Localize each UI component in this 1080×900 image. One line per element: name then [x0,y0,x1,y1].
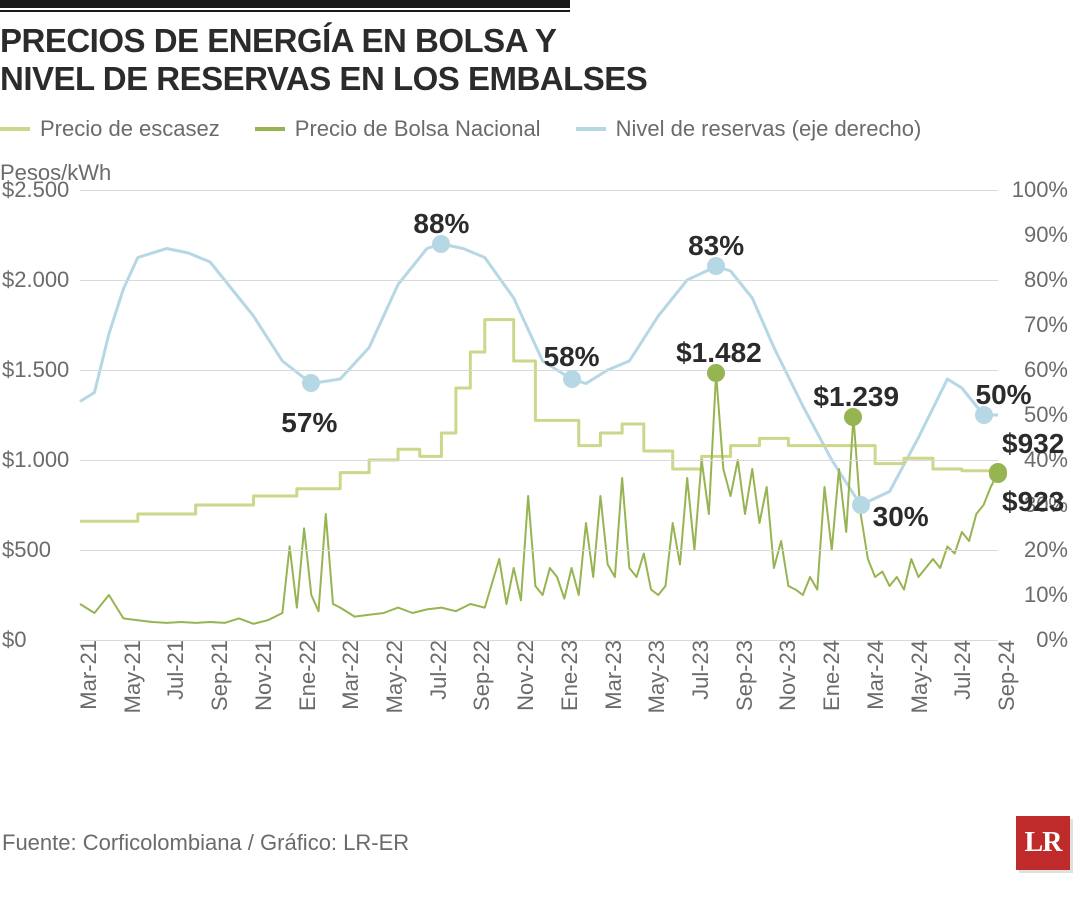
xtick: Mar-23 [601,640,609,710]
ytick-right: 10% [1006,582,1068,608]
ytick-right: 80% [1006,267,1068,293]
xtick: Nov-23 [775,640,783,711]
xtick: Ene-24 [819,640,827,711]
xtick: May-22 [382,640,390,713]
legend-item-bolsa: Precio de Bolsa Nacional [255,116,541,142]
callout-reservas-marker [852,496,870,514]
legend-item-reservas: Nivel de reservas (eje derecho) [576,116,922,142]
ytick-right: 20% [1006,537,1068,563]
line-reservas [80,244,998,505]
plot-area: $0$500$1.000$1.500$2.000$2.5000%10%20%30… [80,190,998,640]
ytick-right: 90% [1006,222,1068,248]
ytick-left: $1.000 [2,447,74,473]
ytick-left: $2.500 [2,177,74,203]
xtick: Jul-21 [163,640,171,700]
callout-bolsa-label: $1.482 [676,337,762,369]
callout-reservas-label: 30% [873,501,929,533]
ytick-left: $2.000 [2,267,74,293]
ytick-right: 70% [1006,312,1068,338]
xtick: May-23 [644,640,652,713]
xtick: Sep-22 [469,640,477,711]
callout-reservas-label: 57% [281,407,337,439]
callout-bolsa-label: $1.239 [813,381,899,413]
legend-label-escasez: Precio de escasez [40,116,220,142]
xtick: Sep-21 [207,640,215,711]
callout-bolsa-marker [989,465,1007,483]
xtick: Sep-23 [732,640,740,711]
y-axis-left-label: Pesos/kWh [0,160,1080,186]
xtick: Jul-23 [688,640,696,700]
xtick: May-24 [907,640,915,713]
callout-bolsa-label: $932 [1002,428,1064,460]
grid-line [80,460,998,461]
grid-line [80,550,998,551]
title-line-1: PRECIOS DE ENERGÍA EN BOLSA Y [0,22,556,59]
legend: Precio de escasez Precio de Bolsa Nacion… [0,116,1080,142]
legend-label-reservas: Nivel de reservas (eje derecho) [616,116,922,142]
xtick: May-21 [120,640,128,713]
ytick-left: $500 [2,537,74,563]
header-thin-bar [0,10,570,12]
xtick: Mar-21 [76,640,84,710]
ytick-left: $0 [2,627,74,653]
xtick: Jul-24 [950,640,958,700]
xtick: Nov-22 [513,640,521,711]
legend-swatch-reservas [576,127,606,131]
chart-area: $0$500$1.000$1.500$2.000$2.5000%10%20%30… [0,190,1070,750]
xtick: Nov-21 [251,640,259,711]
legend-item-escasez: Precio de escasez [0,116,220,142]
source-footer: Fuente: Corficolombiana / Gráfico: LR-ER [2,830,409,856]
callout-reservas-label: 50% [976,379,1032,411]
xtick: Ene-22 [295,640,303,711]
xtick: Jul-22 [426,640,434,700]
legend-swatch-escasez [0,127,30,131]
ytick-left: $1.500 [2,357,74,383]
legend-label-bolsa: Precio de Bolsa Nacional [295,116,541,142]
header-thick-bar [0,0,570,8]
xtick: Ene-23 [557,640,565,711]
grid-line [80,280,998,281]
xtick: Sep-24 [994,640,1002,711]
chart-title: PRECIOS DE ENERGÍA EN BOLSA Y NIVEL DE R… [0,22,1080,98]
publisher-logo: LR [1016,816,1070,870]
xtick: Mar-24 [863,640,871,710]
logo-text: LR [1025,827,1062,859]
legend-swatch-bolsa [255,127,285,131]
callout-reservas-label: 58% [544,341,600,373]
grid-line [80,370,998,371]
callout-reservas-label: 88% [413,208,469,240]
callout-bolsa-label: $923 [1002,486,1064,518]
title-line-2: NIVEL DE RESERVAS EN LOS EMBALSES [0,60,647,97]
ytick-right: 100% [1006,177,1068,203]
grid-line [80,190,998,191]
callout-reservas-label: 83% [688,230,744,262]
callout-reservas-marker [302,374,320,392]
xtick: Mar-22 [338,640,346,710]
